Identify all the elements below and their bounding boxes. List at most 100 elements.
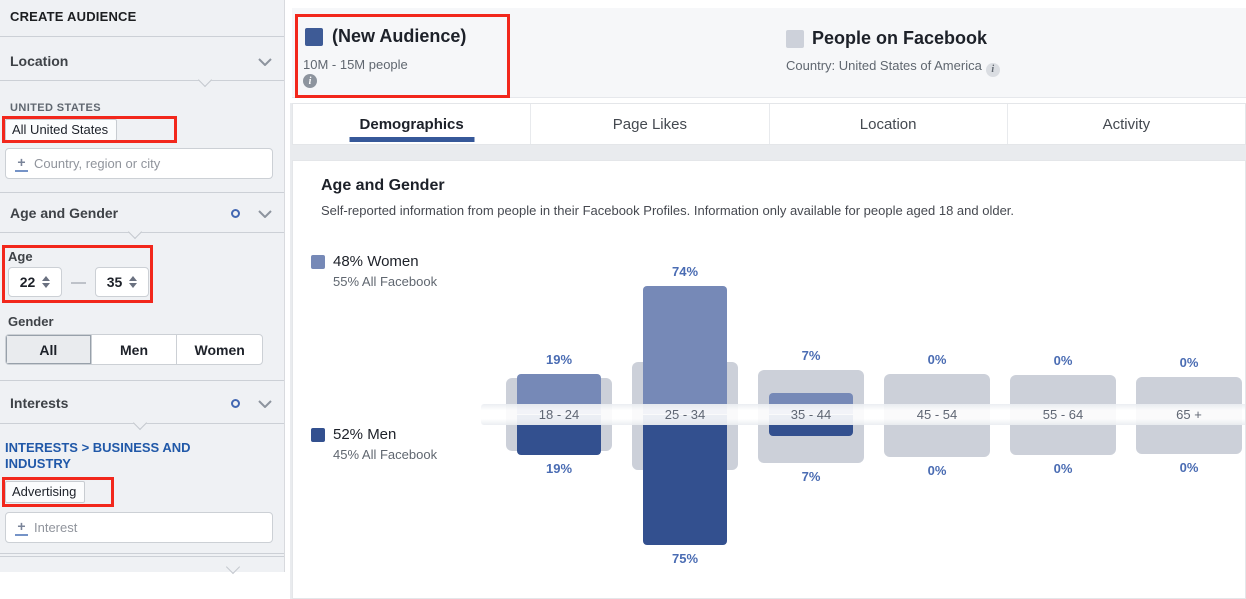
benchmark-title: People on Facebook [812, 28, 988, 48]
filter-applied-dot-icon [231, 209, 240, 218]
men-percent-label: 7% [801, 469, 821, 485]
men-bar[interactable] [643, 414, 727, 545]
interests-section-label: Interests [10, 395, 69, 411]
create-audience-sidebar: CREATE AUDIENCE Location UNITED STATES A… [0, 0, 285, 575]
age-bracket-label: 18 - 24 [538, 407, 580, 422]
age-axis-band: 18 - 24 25 - 34 35 - 44 45 - 54 55 - 64 65 + [481, 404, 1245, 425]
age-gender-card: Age and Gender Self-reported information… [292, 160, 1246, 599]
age-gender-section-header[interactable]: Age and Gender [0, 198, 284, 228]
selected-interest-chip[interactable]: Advertising [5, 481, 86, 503]
gender-field-label: Gender [8, 314, 54, 329]
country-group-label: UNITED STATES [10, 102, 101, 114]
age-bracket-label: 65 + [1176, 407, 1202, 422]
women-bar[interactable] [643, 285, 727, 415]
interests-breadcrumb[interactable]: INTERESTS > BUSINESS AND INDUSTRY [5, 440, 191, 471]
age-max-stepper[interactable]: 35 [95, 267, 149, 297]
divider [0, 232, 284, 233]
age-bracket-label: 55 - 64 [1042, 407, 1084, 422]
chart-column-65+: 0% 0% [1126, 161, 1246, 598]
tab-location[interactable]: Location [770, 104, 1008, 144]
divider [0, 192, 284, 193]
location-section-header[interactable]: Location [0, 46, 284, 76]
location-section-label: Location [10, 53, 69, 69]
interest-input[interactable] [34, 514, 264, 541]
info-icon[interactable]: i [985, 62, 1000, 77]
age-min-stepper[interactable]: 22 [8, 267, 62, 297]
interests-section-header[interactable]: Interests [0, 388, 284, 418]
divider [0, 80, 284, 81]
men-percent-label: 0% [1053, 461, 1073, 477]
chevron-down-icon [258, 210, 272, 218]
new-audience-block: (New Audience) 10M - 15M people i [292, 8, 722, 98]
people-on-facebook-block: People on Facebook Country: United State… [786, 8, 1216, 98]
audience-title: (New Audience) [332, 26, 467, 46]
age-max-value: 35 [106, 274, 123, 290]
gender-option-women[interactable]: Women [194, 341, 245, 358]
chart-column-35-44: 7% 7% [748, 161, 874, 598]
chevron-down-icon [258, 400, 272, 408]
women-percent-label: 7% [801, 348, 821, 364]
tab-activity[interactable]: Activity [1102, 115, 1151, 133]
gender-option-men[interactable]: Men [92, 335, 178, 364]
location-input[interactable] [34, 150, 264, 177]
age-field-label: Age [8, 249, 33, 264]
tab-page-likes[interactable]: Page Likes [531, 104, 770, 144]
men-percent-label: 75% [671, 551, 699, 566]
age-min-value: 22 [19, 274, 36, 290]
chart-column-18-24: 19% 19% [496, 161, 622, 598]
card-subtitle: Self-reported information from people in… [321, 203, 1015, 218]
legend-men-subtitle: 45% All Facebook [333, 447, 438, 462]
interest-search-field: + [5, 512, 273, 543]
benchmark-color-swatch [786, 30, 804, 48]
men-percent-label: 0% [927, 463, 947, 478]
women-percent-label: 74% [671, 263, 699, 279]
women-percent-label: 19% [545, 351, 573, 367]
chart-column-55-64: 0% 0% [1000, 161, 1126, 598]
sidebar-title: CREATE AUDIENCE [10, 9, 137, 24]
location-search-field: + [5, 148, 273, 179]
gender-option-all[interactable]: All [6, 335, 92, 364]
age-bracket-label: 35 - 44 [790, 407, 832, 422]
audience-color-swatch [305, 28, 323, 46]
legend-women-title: 48% Women [333, 253, 419, 270]
tab-demographics[interactable]: Demographics [293, 104, 532, 144]
stepper-arrows-icon[interactable] [129, 276, 138, 288]
plus-icon: + [15, 519, 28, 536]
audience-size: 10M - 15M people [303, 57, 408, 72]
card-title: Age and Gender [321, 177, 445, 194]
chart-column-45-54: 0% 0% [874, 161, 1000, 598]
chart-column-25-34: 74% 75% [622, 161, 748, 598]
women-swatch [311, 255, 325, 269]
men-swatch [311, 428, 325, 442]
age-range-dash: — [71, 274, 86, 291]
active-tab-underline [349, 137, 475, 142]
comparison-header: (New Audience) 10M - 15M people i People… [292, 8, 1246, 98]
section-pointer-notch [132, 415, 148, 431]
women-percent-label: 0% [927, 351, 947, 367]
men-percent-label: 19% [545, 461, 573, 477]
divider [0, 36, 284, 37]
legend-men-title: 52% Men [333, 426, 397, 443]
age-gender-section-label: Age and Gender [10, 205, 119, 221]
men-percent-label: 0% [1179, 459, 1199, 475]
insights-tab-bar: Demographics Page Likes Location Activity [292, 103, 1246, 145]
info-icon[interactable]: i [303, 74, 317, 88]
divider [0, 553, 284, 554]
age-gender-chart: 19% 19% 74% 75% 7% 7% 0% 0% 0% 0% 0% 0% [293, 161, 1245, 598]
stepper-arrows-icon[interactable] [42, 276, 51, 288]
divider [0, 380, 284, 381]
plus-icon: + [15, 155, 28, 172]
section-pointer-notch [225, 559, 241, 575]
gender-segmented-control: All Men Women [5, 334, 263, 365]
age-bracket-label: 25 - 34 [664, 407, 706, 422]
age-bracket-label: 45 - 54 [916, 407, 958, 422]
selected-location-chip[interactable]: All United States [5, 119, 118, 141]
benchmark-country: Country: United States of America [786, 58, 982, 73]
legend-women-subtitle: 55% All Facebook [333, 274, 438, 289]
legend-women: 48% Women 55% All Facebook [311, 253, 481, 293]
chevron-down-icon [258, 58, 272, 66]
women-percent-label: 0% [1179, 354, 1199, 370]
divider [0, 556, 284, 557]
benchmark-subtitle: Country: United States of America i [786, 58, 1000, 77]
